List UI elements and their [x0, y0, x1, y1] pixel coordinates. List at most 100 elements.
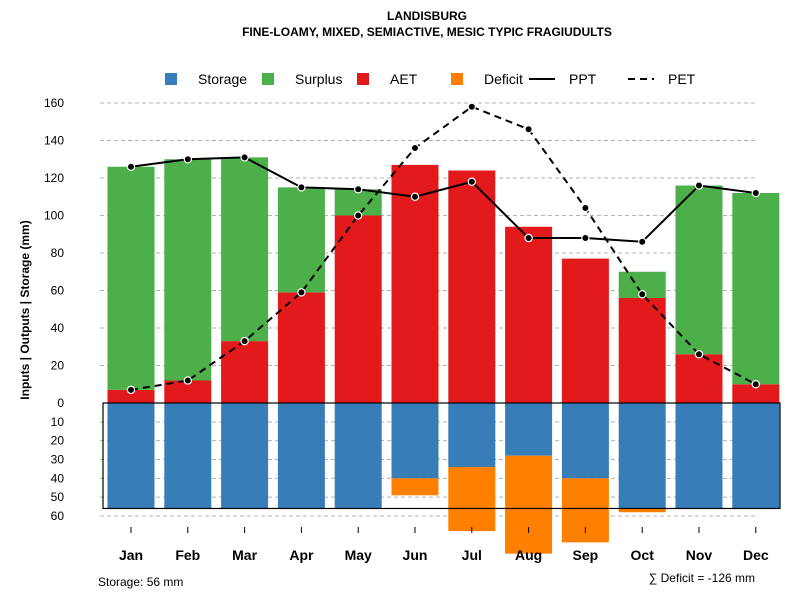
- storage-bar-nov: [675, 403, 723, 509]
- storage-bar-oct: [618, 403, 666, 509]
- y-tick-label: 80: [51, 246, 65, 260]
- aet-bar-oct: [618, 298, 666, 403]
- y-tick-label: 40: [51, 471, 65, 485]
- y-tick-label: 10: [51, 415, 65, 429]
- storage-bar-jan: [107, 403, 155, 509]
- aet-bar-jan: [107, 389, 155, 403]
- x-tick-label-jul: Jul: [462, 547, 482, 563]
- x-tick-label-dec: Dec: [743, 547, 769, 563]
- legend-label-ppt: PPT: [569, 71, 597, 87]
- legend-swatch-storage: [165, 73, 177, 85]
- surplus-bar-feb: [164, 159, 212, 381]
- aet-bar-may: [334, 215, 382, 403]
- pet-point: [694, 350, 704, 359]
- pet-point: [581, 203, 590, 213]
- surplus-bar-dec: [732, 193, 780, 385]
- legend-swatch-deficit: [451, 73, 463, 85]
- legend-label-aet: AET: [390, 71, 418, 87]
- surplus-bar-apr: [277, 187, 325, 293]
- x-tick-label-apr: Apr: [289, 547, 314, 563]
- storage-capacity-outline: [102, 402, 781, 510]
- y-tick-label: 160: [44, 96, 64, 110]
- storage-bar-apr: [277, 403, 325, 509]
- y-tick-label: 50: [51, 490, 65, 504]
- y-tick-label: 0: [57, 396, 64, 410]
- y-axis-label: Inputs | Outputs | Storage (mm): [18, 220, 32, 399]
- aet-bar-jul: [448, 170, 496, 403]
- ppt-point: [297, 183, 306, 192]
- surplus-bar-mar: [221, 157, 269, 342]
- ppt-point: [581, 233, 590, 243]
- deficit-bar-oct: [618, 508, 666, 513]
- x-tick-label-mar: Mar: [232, 547, 257, 563]
- pet-point: [354, 211, 363, 220]
- deficit-bar-jun: [391, 478, 439, 496]
- pet-line: [130, 105, 757, 391]
- surplus-bar-nov: [675, 185, 723, 355]
- x-tick-label-oct: Oct: [631, 547, 655, 563]
- storage-bar-jun: [391, 403, 439, 479]
- chart-legend: Storage Surplus AET Deficit PPT PET: [165, 71, 696, 87]
- pet-point: [467, 102, 476, 111]
- storage-bar-aug: [505, 403, 553, 456]
- pet-point: [183, 376, 192, 385]
- surplus-bar-may: [334, 189, 382, 216]
- pet-point: [751, 380, 761, 389]
- aet-bar-feb: [164, 380, 212, 403]
- deficit-bar-jul: [448, 467, 496, 532]
- pet-point: [240, 336, 249, 346]
- ppt-point: [354, 185, 363, 194]
- x-tick-label-jun: Jun: [403, 547, 428, 563]
- deficit-bar-aug: [505, 455, 553, 554]
- ppt-line: [130, 156, 756, 243]
- upper-bars: [107, 157, 780, 403]
- ppt-point: [524, 233, 533, 243]
- x-tick-label-nov: Nov: [686, 547, 713, 563]
- storage-bar-feb: [164, 403, 212, 509]
- chart-title-group: LANDISBURG FINE-LOAMY, MIXED, SEMIACTIVE…: [242, 9, 612, 39]
- aet-bar-dec: [732, 384, 780, 403]
- storage-capacity-box: [102, 402, 781, 510]
- aet-bar-jun: [391, 164, 439, 403]
- legend-label-storage: Storage: [198, 71, 247, 87]
- y-tick-label: 40: [51, 321, 65, 335]
- legend-label-surplus: Surplus: [295, 71, 342, 87]
- ppt-point: [694, 181, 704, 190]
- pet-point: [410, 143, 420, 153]
- pet-point: [638, 290, 647, 299]
- x-tick-label-feb: Feb: [175, 547, 200, 563]
- lower-bars: [107, 403, 780, 554]
- x-axis: Jan Feb Mar Apr May Jun Jul Aug Sep Oct Nov Dec: [119, 527, 769, 563]
- aet-bar-aug: [505, 226, 553, 403]
- chart-subtitle: FINE-LOAMY, MIXED, SEMIACTIVE, MESIC TYP…: [242, 25, 612, 39]
- x-tick-label-sep: Sep: [573, 547, 599, 563]
- y-tick-label: 100: [44, 209, 64, 223]
- y-tick-label: 20: [51, 359, 65, 373]
- storage-bar-dec: [732, 403, 780, 509]
- storage-bar-jul: [448, 403, 496, 468]
- storage-bar-mar: [221, 403, 269, 509]
- series-lines: [126, 102, 761, 395]
- ppt-point: [751, 188, 761, 198]
- legend-label-pet: PET: [668, 71, 696, 87]
- storage-bar-may: [334, 403, 382, 509]
- y-tick-label: 140: [44, 134, 64, 148]
- ppt-point: [638, 237, 647, 246]
- pet-point: [524, 125, 533, 134]
- deficit-note: ∑ Deficit = -126 mm: [649, 571, 755, 585]
- pet-point: [126, 385, 136, 395]
- aet-bar-mar: [221, 341, 269, 403]
- legend-swatch-surplus: [262, 73, 274, 85]
- legend-label-deficit: Deficit: [484, 71, 523, 87]
- chart-title: LANDISBURG: [387, 9, 467, 23]
- y-axis: 0 20 40 60 80 100 120 140 160 10 20 30 40 50 60: [44, 96, 64, 523]
- ppt-point: [467, 177, 476, 186]
- x-tick-label-jan: Jan: [119, 547, 143, 563]
- ppt-point: [410, 192, 420, 201]
- ppt-point: [240, 153, 249, 162]
- surplus-bar-jan: [107, 166, 155, 390]
- y-tick-label: 60: [51, 509, 65, 523]
- pet-point: [297, 288, 306, 297]
- storage-note: Storage: 56 mm: [98, 575, 183, 589]
